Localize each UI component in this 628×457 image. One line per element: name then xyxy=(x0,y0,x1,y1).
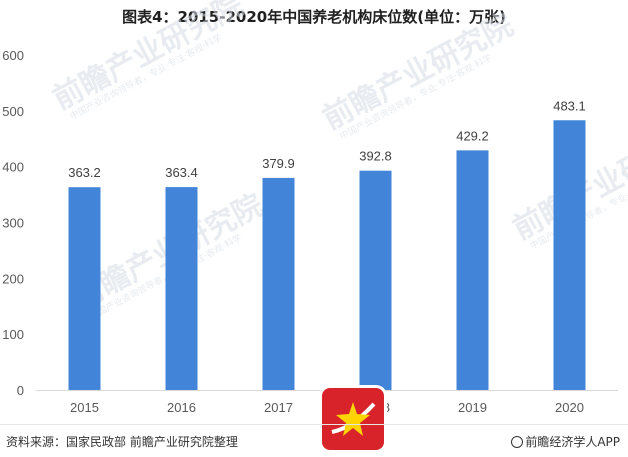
x-tick-label: 2020 xyxy=(555,400,584,415)
bar-2018 xyxy=(359,170,392,390)
bar-2017 xyxy=(262,177,295,390)
value-label-2015: 363.2 xyxy=(68,165,101,180)
x-tick-label: 2016 xyxy=(167,400,196,415)
footer: 资料来源：国家民政部 前瞻产业研究院整理 前瞻经济学人APP xyxy=(0,424,628,457)
value-labels: 363.2 363.4 379.9 392.8 429.2 483.1 xyxy=(68,98,586,180)
y-tick-label: 600 xyxy=(2,48,24,63)
brand-credit: 前瞻经济学人APP xyxy=(511,433,620,450)
y-tick-label: 0 xyxy=(17,383,24,398)
y-tick-label: 300 xyxy=(2,216,24,231)
star-logo-icon xyxy=(331,402,376,436)
bar-2020 xyxy=(553,120,586,390)
brand-label: 前瞻经济学人APP xyxy=(525,435,620,449)
source-note: 资料来源：国家民政部 前瞻产业研究院整理 xyxy=(6,435,238,449)
bar-chart: 图表4：2015-2020年中国养老机构床位数(单位：万张) 前瞻产业研究院中国… xyxy=(2,0,628,415)
value-label-2018: 392.8 xyxy=(359,149,392,164)
x-tick-label: 2017 xyxy=(264,400,293,415)
app-logo xyxy=(322,388,384,450)
y-tick-label: 400 xyxy=(2,160,24,175)
watermark-text: 前瞻产业研究院 xyxy=(317,8,519,137)
bar-2016 xyxy=(165,187,198,390)
bar-2019 xyxy=(456,150,489,390)
brand-icon xyxy=(511,436,524,448)
value-label-2017: 379.9 xyxy=(262,156,295,171)
x-tick-label: 2015 xyxy=(70,400,99,415)
value-label-2016: 363.4 xyxy=(165,165,198,180)
y-tick-label: 100 xyxy=(2,327,24,342)
bar-series xyxy=(68,120,586,390)
x-tick-label: 2019 xyxy=(458,400,487,415)
y-tick-label: 500 xyxy=(2,104,24,119)
chart-title: 图表4：2015-2020年中国养老机构床位数(单位：万张) xyxy=(122,8,506,26)
bar-2015 xyxy=(68,187,101,390)
value-label-2019: 429.2 xyxy=(456,128,489,143)
y-tick-label: 200 xyxy=(2,271,24,286)
value-label-2020: 483.1 xyxy=(553,98,586,113)
y-axis: 0 100 200 300 400 500 600 xyxy=(2,48,24,398)
